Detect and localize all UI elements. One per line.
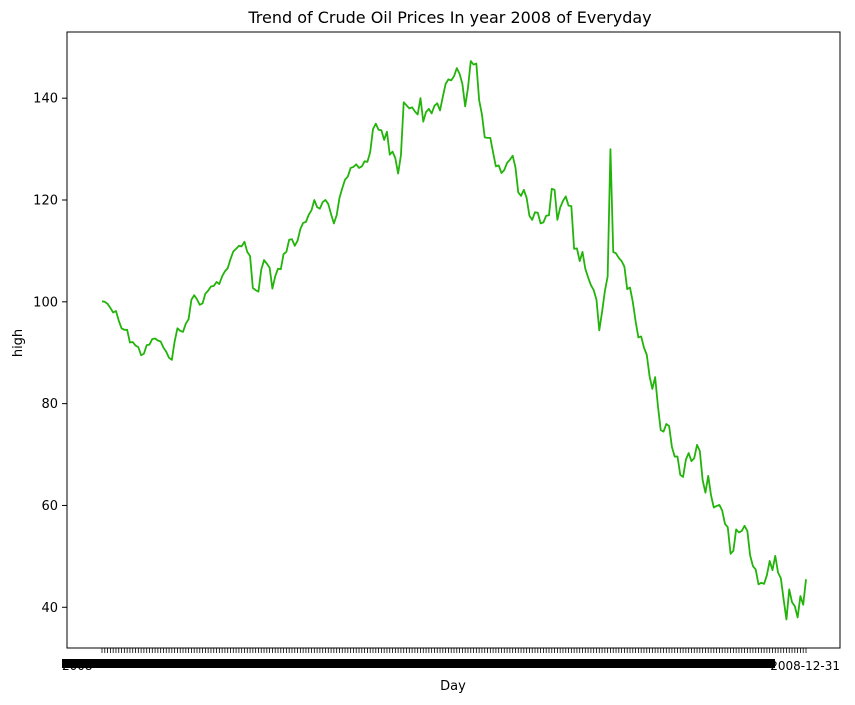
y-tick-label: 100 <box>33 295 58 310</box>
y-tick-label: 140 <box>33 92 58 107</box>
y-axis-label: high <box>11 329 26 357</box>
x-tick-labels-overlap <box>62 659 775 668</box>
y-axis-ticks: 40 60 80 100 120 140 <box>33 92 67 616</box>
chart-title: Trend of Crude Oil Prices In year 2008 o… <box>247 8 651 27</box>
y-tick-label: 120 <box>33 194 58 209</box>
y-tick-label: 40 <box>41 601 58 616</box>
x-axis-label: Day <box>440 679 466 694</box>
x-axis-ticks <box>62 648 807 668</box>
series-line-high <box>101 60 807 621</box>
y-tick-label: 80 <box>41 397 58 412</box>
plot-area <box>101 60 807 621</box>
x-tick-label-first: 2008 <box>62 659 93 673</box>
x-tick-label-last: 2008-12-31 <box>770 659 840 673</box>
axes-frame <box>66 31 841 649</box>
y-tick-label: 60 <box>41 499 58 514</box>
